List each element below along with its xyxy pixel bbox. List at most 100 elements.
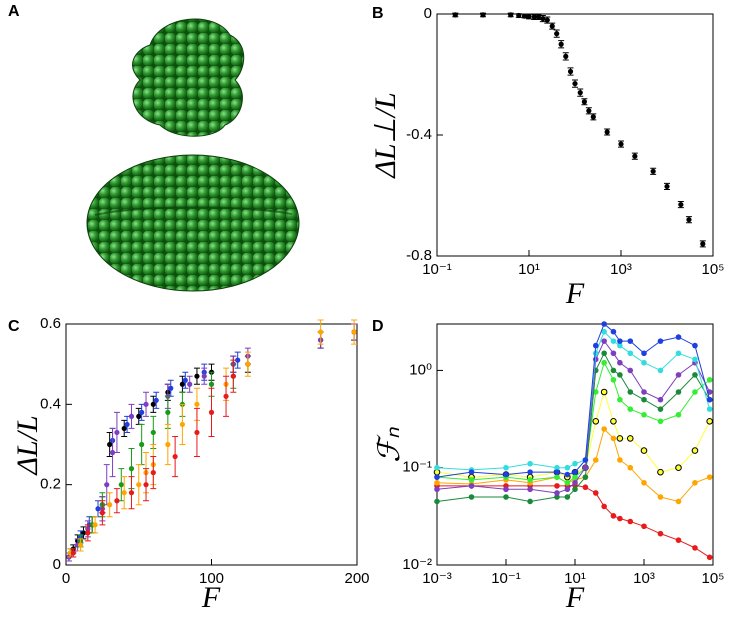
data-point: [572, 474, 578, 480]
data-point: [641, 523, 647, 530]
data-point: [641, 389, 647, 395]
data-point: [92, 522, 98, 528]
data-point: [692, 389, 698, 395]
data-point: [109, 449, 116, 456]
data-point: [508, 12, 514, 18]
data-point: [657, 468, 664, 476]
data-point: [143, 401, 149, 407]
data-point: [706, 417, 713, 425]
data-point: [582, 474, 589, 480]
data-point: [554, 483, 560, 489]
data-point: [554, 490, 560, 496]
data-point: [577, 90, 583, 96]
data-point: [600, 388, 608, 396]
x-tick-label: 0: [62, 570, 70, 587]
data-point: [675, 537, 682, 543]
data-point: [128, 466, 135, 472]
y-tick-label: -0.8: [406, 247, 432, 264]
data-point: [592, 490, 599, 496]
data-point: [80, 530, 87, 536]
data-point: [139, 441, 145, 448]
data-point: [563, 53, 569, 59]
data-point: [434, 486, 440, 493]
data-point: [187, 381, 193, 387]
data-point: [626, 435, 634, 442]
data-point: [527, 469, 533, 475]
x-tick-label: 10⁵: [702, 261, 725, 278]
data-point: [657, 530, 664, 537]
data-point: [706, 396, 713, 403]
data-point: [592, 350, 599, 357]
data-point: [139, 409, 145, 415]
panel-label: B: [372, 5, 384, 22]
data-point: [235, 357, 241, 363]
data-point: [468, 494, 475, 500]
data-point: [627, 338, 634, 344]
data-point: [692, 479, 698, 486]
data-point: [114, 429, 120, 436]
data-point: [434, 474, 440, 480]
data-point: [172, 453, 178, 460]
data-point: [581, 99, 587, 105]
data-point: [554, 474, 560, 480]
data-point: [706, 554, 713, 561]
data-point: [128, 490, 135, 496]
series-line: [436, 352, 711, 502]
y-tick-label: -0.4: [406, 126, 432, 143]
data-point: [657, 494, 664, 500]
data-point: [692, 342, 698, 349]
data-point: [610, 417, 617, 425]
y-tick-label: 10⁻²: [402, 556, 432, 573]
data-point: [641, 479, 647, 486]
data-point: [582, 484, 589, 491]
panel-label: C: [8, 318, 20, 335]
data-point: [564, 464, 571, 471]
data-point: [675, 389, 682, 395]
data-point: [121, 425, 127, 432]
y-tick-label: 0.2: [40, 476, 61, 493]
y-tick-label: 0: [53, 556, 61, 573]
panel-label: D: [372, 318, 384, 335]
data-point: [618, 141, 624, 147]
data-point: [208, 381, 215, 387]
data-point: [554, 31, 560, 37]
data-point: [657, 367, 664, 374]
data-point: [601, 426, 607, 432]
data-point: [85, 530, 91, 536]
data-point: [480, 12, 486, 18]
data-point: [468, 483, 475, 489]
data-point: [351, 329, 357, 335]
data-point: [121, 490, 127, 496]
data-point: [179, 381, 185, 387]
data-point: [194, 429, 200, 436]
data-point: [194, 373, 200, 379]
data-point: [706, 406, 713, 412]
data-point: [554, 469, 560, 475]
data-point: [318, 329, 324, 335]
x-tick-label: 10³: [633, 570, 655, 587]
data-point: [527, 477, 533, 483]
data-point: [601, 350, 607, 357]
data-point: [590, 114, 596, 120]
data-point: [558, 41, 564, 47]
data-point: [601, 359, 607, 366]
data-point: [128, 413, 135, 419]
series-line: [436, 330, 711, 471]
data-point: [99, 510, 105, 516]
data-point: [641, 396, 647, 403]
data-point: [617, 515, 623, 522]
data-point: [150, 470, 156, 476]
data-point: [95, 506, 101, 512]
data-point: [245, 361, 251, 367]
data-point: [582, 464, 589, 471]
protein-render: [86, 18, 300, 292]
plot-frame: [436, 13, 714, 257]
data-point: [675, 464, 682, 472]
data-point: [118, 482, 124, 488]
data-point: [678, 201, 684, 208]
data-point: [104, 482, 110, 488]
data-point: [535, 14, 541, 20]
data-point: [230, 373, 236, 379]
data-point: [706, 377, 713, 383]
data-point: [616, 435, 624, 442]
